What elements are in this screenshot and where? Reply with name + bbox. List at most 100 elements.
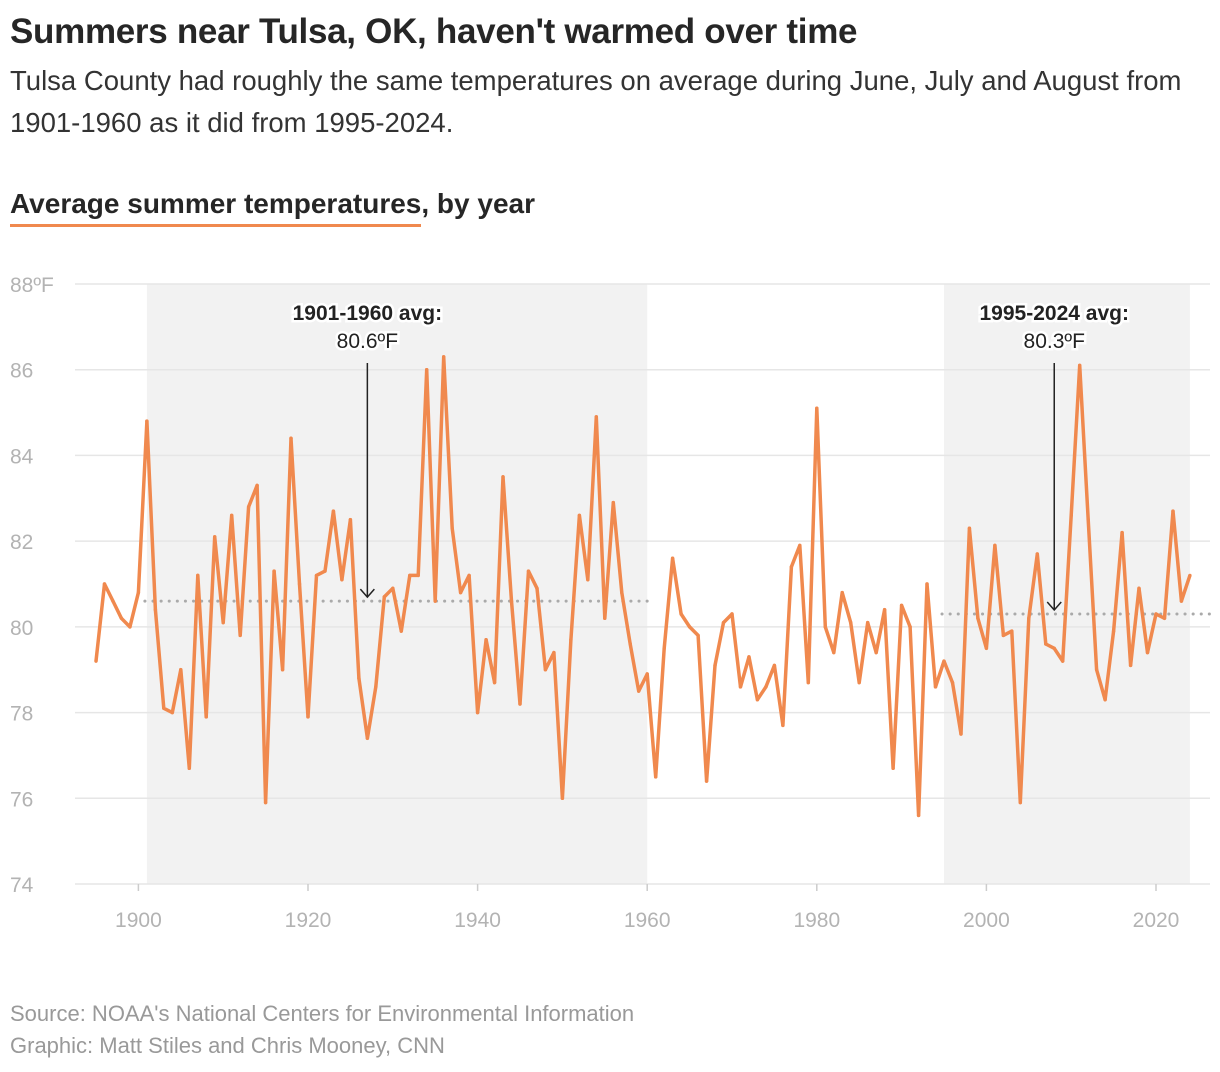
line-chart: 74 76 78 80 82 84 86 88ºF 1900 1920 1940 1960 1980 20… <box>10 274 1212 932</box>
data-point <box>475 710 480 715</box>
data-point <box>1061 659 1065 663</box>
data-point <box>365 736 370 740</box>
y-tick-label: 74 <box>10 874 34 897</box>
y-tick-label: 82 <box>10 531 33 554</box>
data-point <box>1179 599 1184 603</box>
data-point <box>102 582 107 586</box>
data-point <box>1086 518 1090 522</box>
data-point <box>628 642 632 646</box>
data-point <box>128 625 132 629</box>
data-point <box>145 419 149 423</box>
data-point <box>246 505 251 509</box>
data-point <box>1171 509 1175 513</box>
data-point <box>136 590 141 595</box>
data-point <box>967 526 972 530</box>
data-point <box>331 509 336 513</box>
data-point <box>882 608 887 612</box>
data-point <box>263 800 268 805</box>
data-point <box>696 633 700 638</box>
data-point <box>662 646 666 650</box>
data-point <box>1052 646 1056 650</box>
data-point <box>179 668 183 672</box>
data-point <box>569 638 573 642</box>
annotation-value: 80.6ºF <box>337 330 398 353</box>
data-point <box>1010 629 1014 633</box>
data-point <box>399 629 403 633</box>
data-point <box>255 483 259 488</box>
section-title-underlined: Average summer temperatures <box>10 188 422 227</box>
section-title: Average summer temperatures, by year <box>10 188 535 227</box>
data-point <box>891 766 895 770</box>
data-point <box>925 582 929 586</box>
arrow-head-icon <box>1046 601 1062 612</box>
data-point <box>637 689 641 693</box>
y-tick-label: 84 <box>10 445 34 468</box>
data-point <box>1120 530 1124 535</box>
data-point <box>323 569 327 573</box>
data-point <box>620 590 624 595</box>
data-point <box>1035 552 1039 556</box>
data-point <box>976 616 980 620</box>
credit-note: Graphic: Matt Stiles and Chris Mooney, C… <box>10 1033 445 1058</box>
data-point <box>408 573 412 578</box>
data-point <box>484 638 488 642</box>
data-point <box>1001 633 1006 638</box>
data-point <box>1077 363 1082 368</box>
data-point <box>840 590 844 595</box>
data-point <box>238 633 242 638</box>
data-point <box>577 513 582 518</box>
data-point <box>272 569 276 573</box>
data-point <box>645 672 649 676</box>
data-point <box>933 685 938 689</box>
period-shade <box>146 284 648 884</box>
data-point <box>518 702 522 706</box>
data-point <box>1069 513 1073 518</box>
data-point <box>204 715 208 719</box>
data-point <box>789 565 794 569</box>
data-point <box>526 569 531 573</box>
data-point <box>170 710 175 715</box>
data-point <box>119 616 124 620</box>
data-point <box>959 732 963 736</box>
data-point <box>849 620 853 625</box>
data-point <box>950 680 955 685</box>
data-point <box>450 526 454 530</box>
data-point <box>993 543 997 548</box>
data-point <box>153 608 158 612</box>
data-point <box>501 475 505 479</box>
data-point <box>772 663 777 668</box>
data-point <box>747 655 751 659</box>
data-point <box>340 578 344 582</box>
data-point <box>670 556 675 560</box>
data-point <box>441 355 446 359</box>
data-point <box>798 543 802 548</box>
temperature-line <box>94 355 1192 818</box>
data-point <box>806 680 811 685</box>
data-point <box>162 706 166 710</box>
y-tick-label: 80 <box>10 617 33 640</box>
data-point <box>467 573 471 578</box>
data-point <box>213 535 217 539</box>
data-point <box>552 650 556 655</box>
y-tick-label: 76 <box>10 788 33 811</box>
data-point <box>1027 616 1031 620</box>
data-point <box>348 518 353 522</box>
data-point <box>111 599 115 603</box>
data-point <box>314 573 319 578</box>
data-point <box>611 500 615 505</box>
data-point <box>781 723 785 728</box>
data-point <box>942 659 946 663</box>
data-point <box>187 766 191 770</box>
data-point <box>1137 586 1141 590</box>
data-point <box>1145 650 1150 655</box>
data-point <box>1154 612 1158 616</box>
data-point <box>1162 616 1167 620</box>
data-point <box>594 415 599 419</box>
data-point <box>823 625 827 629</box>
data-point <box>221 620 225 625</box>
data-point <box>857 680 861 685</box>
data-point <box>1111 629 1116 633</box>
x-tick-label: 1980 <box>793 909 840 932</box>
data-point <box>357 676 361 680</box>
data-point <box>730 612 734 616</box>
